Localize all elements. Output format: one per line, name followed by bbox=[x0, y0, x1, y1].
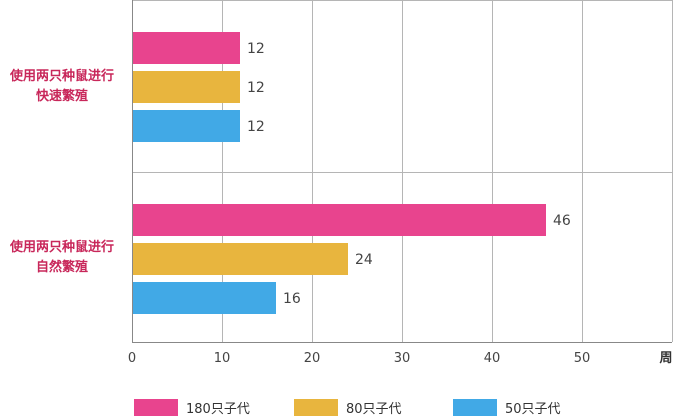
legend-item-180: 180只子代 bbox=[134, 397, 250, 417]
legend-swatch bbox=[134, 398, 178, 416]
data-label: 12 bbox=[247, 119, 265, 135]
x-tick-label: 40 bbox=[484, 351, 501, 366]
category-label-fast-breeding: 使用两只种鼠进行 快速繁殖 bbox=[0, 67, 124, 107]
x-tick-label: 50 bbox=[574, 351, 591, 366]
bar bbox=[133, 204, 546, 236]
bar bbox=[133, 243, 348, 275]
legend-label: 50只子代 bbox=[505, 401, 561, 417]
category-label-line1: 使用两只种鼠进行 bbox=[9, 240, 114, 255]
legend-item-50: 50只子代 bbox=[453, 397, 561, 417]
legend-label: 180只子代 bbox=[186, 401, 250, 417]
bar bbox=[133, 110, 240, 142]
category-label-natural-breeding: 使用两只种鼠进行 自然繁殖 bbox=[0, 238, 124, 278]
x-tick-label: 0 bbox=[128, 351, 136, 366]
data-label: 12 bbox=[247, 80, 265, 96]
x-tick-label: 30 bbox=[394, 351, 411, 366]
bar bbox=[133, 32, 240, 64]
data-label: 24 bbox=[355, 252, 373, 268]
legend-item-80: 80只子代 bbox=[294, 397, 402, 417]
category-label-line1: 使用两只种鼠进行 bbox=[9, 69, 114, 84]
data-label: 16 bbox=[283, 291, 301, 307]
legend-swatch bbox=[453, 398, 497, 416]
x-tick-label: 20 bbox=[304, 351, 321, 366]
x-tick-label: 10 bbox=[214, 351, 231, 366]
bar bbox=[133, 282, 276, 314]
bar bbox=[133, 71, 240, 103]
category-label-line2: 快速繁殖 bbox=[35, 89, 88, 104]
legend-swatch bbox=[294, 398, 338, 416]
x-axis-label: 周 bbox=[659, 351, 672, 366]
data-label: 46 bbox=[553, 213, 571, 229]
category-label-line2: 自然繁殖 bbox=[35, 260, 88, 275]
data-label: 12 bbox=[247, 41, 265, 57]
legend-label: 80只子代 bbox=[346, 401, 402, 417]
